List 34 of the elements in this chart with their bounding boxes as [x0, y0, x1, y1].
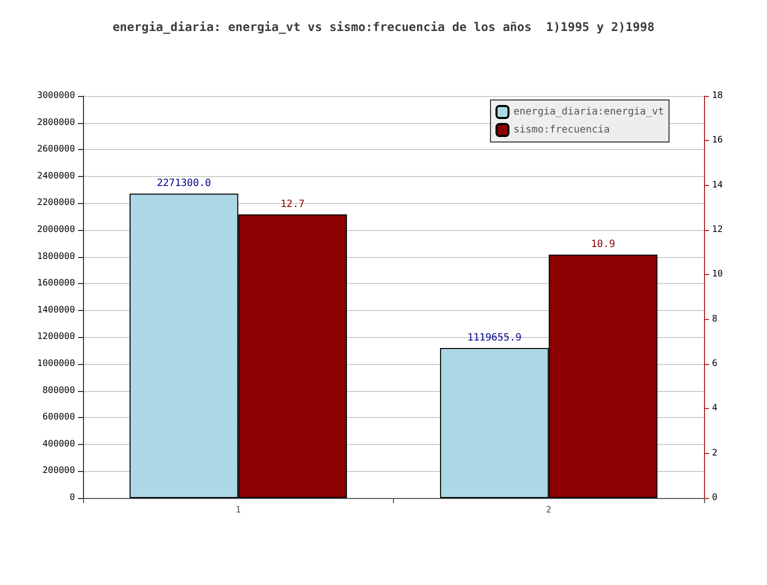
y2-tick-label: 0 — [712, 493, 718, 503]
y-tick-label: 2600000 — [37, 144, 75, 155]
y2-tick-label: 14 — [712, 180, 723, 190]
data-label: 10.9 — [591, 239, 616, 250]
y-tick-label: 1200000 — [37, 332, 75, 342]
y-tick-label: 2200000 — [37, 198, 75, 208]
y2-tick-label: 12 — [712, 225, 723, 235]
y-tick-label: 0 — [70, 493, 75, 503]
y-tick-label: 2800000 — [37, 118, 75, 128]
y2-tick-label: 6 — [712, 359, 718, 369]
y-tick-label: 1400000 — [37, 305, 75, 316]
y-tick-label: 1800000 — [37, 252, 75, 262]
y-tick-label: 800000 — [42, 386, 75, 396]
y2-tick-label: 4 — [712, 404, 718, 414]
y-tick-label: 200000 — [42, 466, 75, 476]
y2-tick-label: 2 — [712, 448, 718, 458]
legend-label: sismo:frecuencia — [513, 124, 610, 136]
y2-tick-label: 18 — [712, 91, 723, 101]
y-tick-label: 2400000 — [37, 171, 75, 182]
chart-title: energia_diaria: energia_vt vs sismo:frecuencia de los años 1)1995 y 2)1998 — [112, 20, 654, 34]
y-tick-label: 1600000 — [37, 278, 75, 289]
data-label: 1119655.9 — [467, 332, 522, 344]
x-tick-label: 1 — [236, 506, 241, 516]
y-tick-label: 3000000 — [37, 91, 75, 101]
y-tick-label: 2000000 — [37, 225, 75, 235]
data-label: 2271300.0 — [156, 178, 212, 190]
y2-tick-label: 8 — [712, 314, 718, 324]
y-tick-label: 400000 — [42, 439, 75, 450]
legend-label: energia_diaria:energia_vt — [513, 106, 664, 118]
y2-tick-label: 16 — [712, 136, 723, 146]
y-tick-label: 600000 — [42, 412, 75, 423]
data-label: 12.7 — [280, 198, 305, 210]
y2-tick-label: 10 — [712, 270, 723, 280]
y-tick-label: 1000000 — [37, 359, 75, 369]
